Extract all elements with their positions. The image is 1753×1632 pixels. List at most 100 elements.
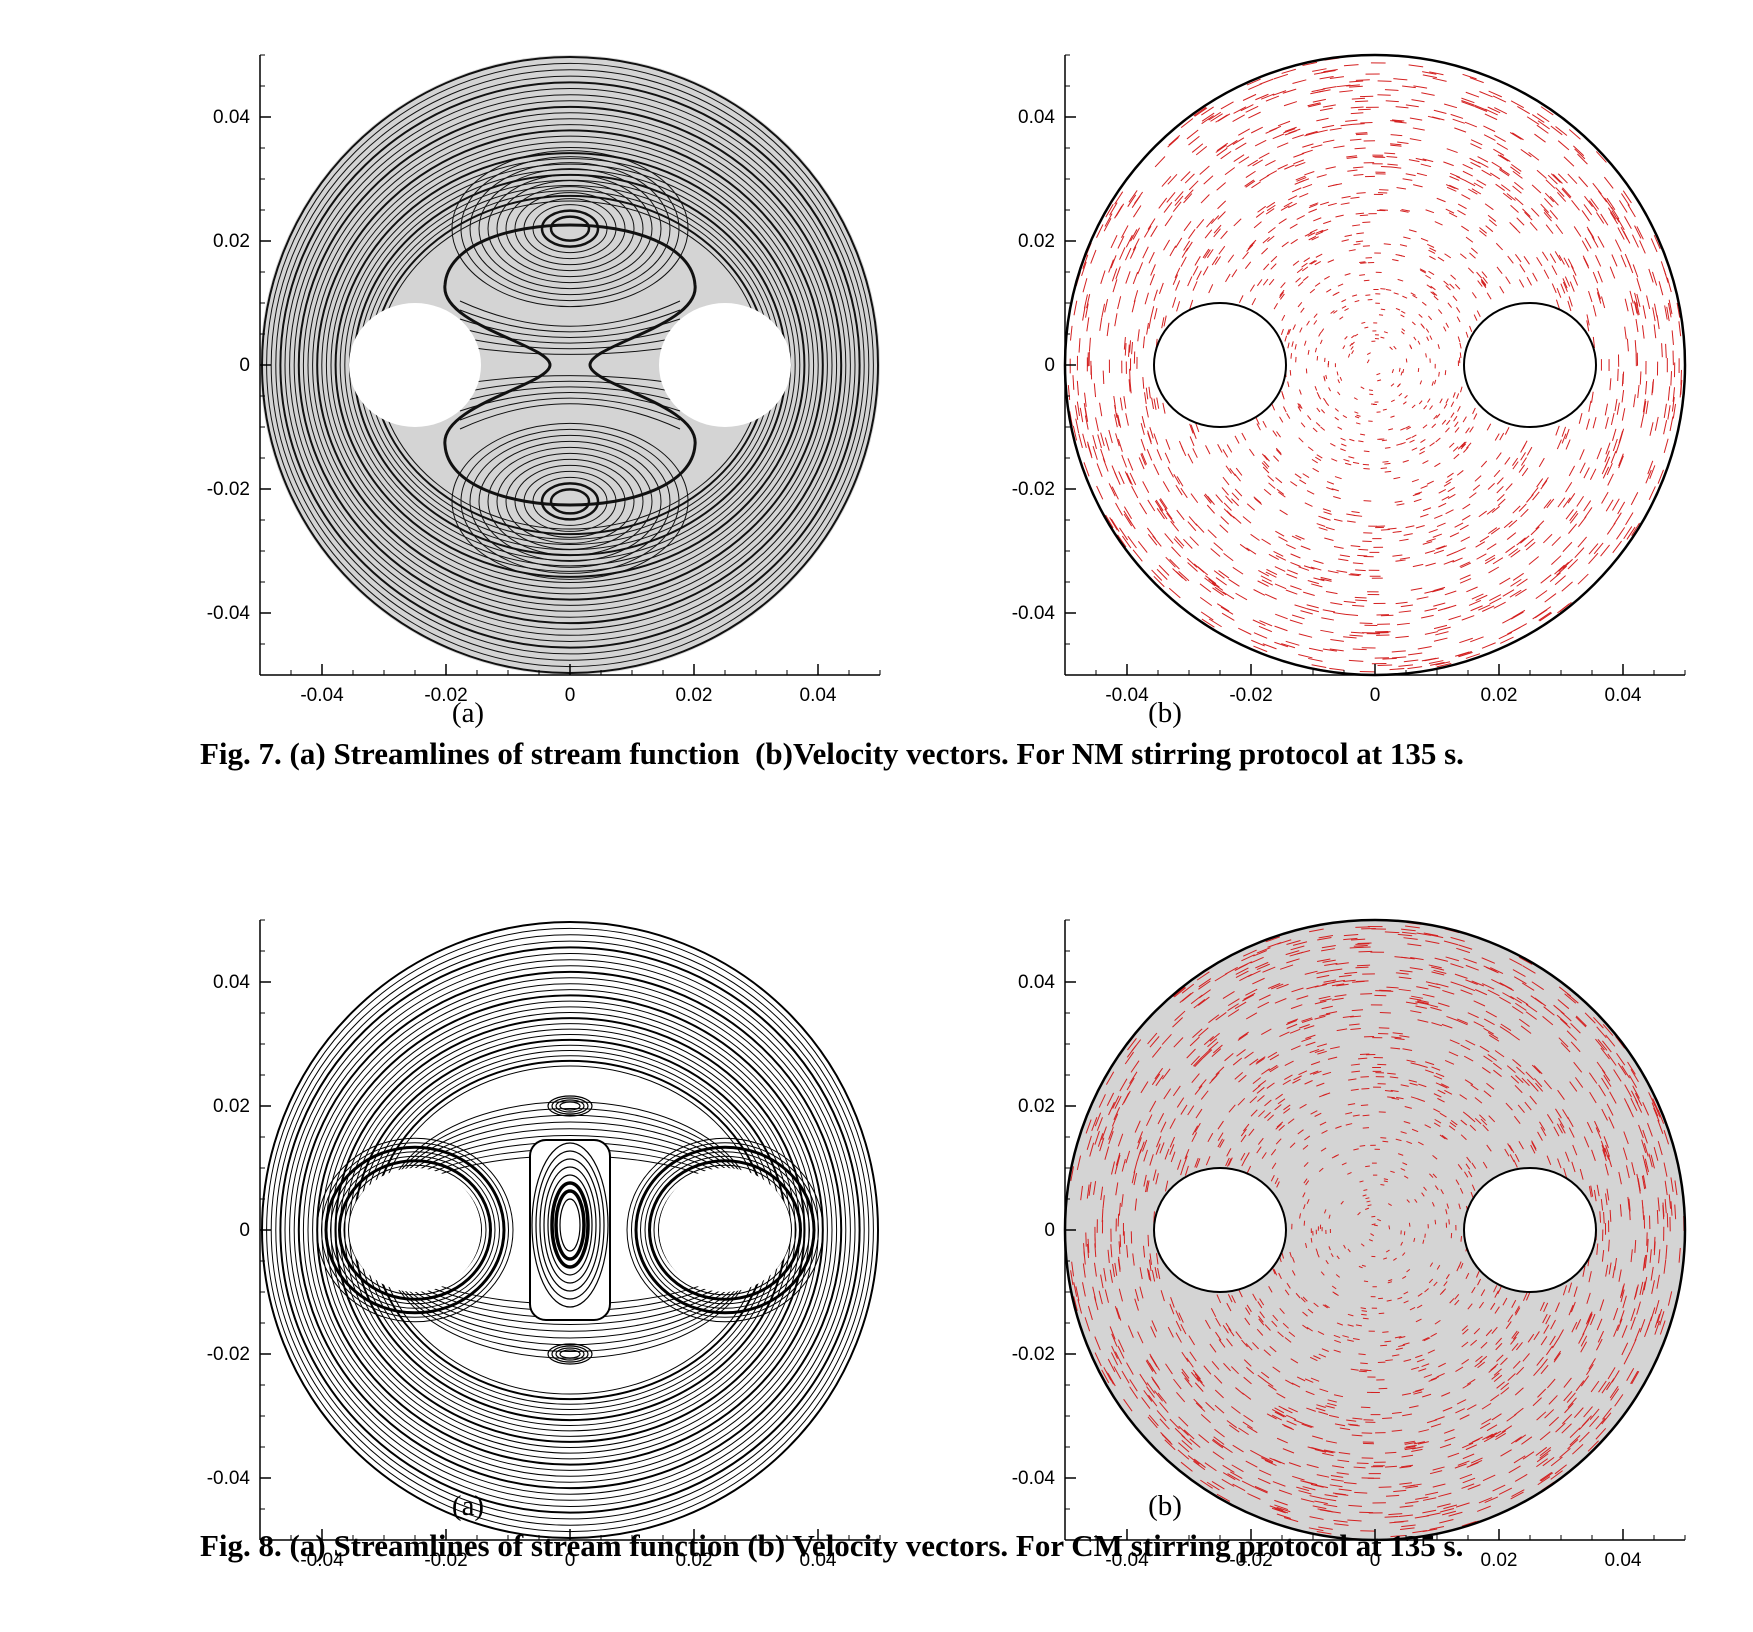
velocity-vector <box>1400 1527 1415 1530</box>
velocity-vector <box>1562 281 1568 293</box>
velocity-vector <box>1412 563 1424 568</box>
velocity-vector <box>1480 1289 1486 1297</box>
velocity-vector <box>1628 1074 1638 1088</box>
velocity-vector <box>1313 577 1325 582</box>
velocity-vector <box>1140 438 1146 451</box>
velocity-vector <box>1542 1313 1548 1324</box>
velocity-vector <box>1299 192 1309 198</box>
velocity-vector <box>1459 1473 1473 1480</box>
velocity-vector <box>1158 197 1168 209</box>
velocity-vector <box>1266 1413 1277 1420</box>
velocity-vector <box>1560 283 1566 294</box>
velocity-vector <box>1161 1033 1172 1045</box>
velocity-vector <box>1367 1204 1372 1207</box>
velocity-vector <box>1238 156 1250 164</box>
velocity-vector <box>1390 144 1402 147</box>
velocity-vector <box>1557 497 1566 508</box>
x-tick-label: 0 <box>565 1550 576 1571</box>
velocity-vector <box>1195 1158 1201 1168</box>
velocity-vector <box>1268 278 1275 286</box>
velocity-vector <box>1119 397 1123 411</box>
velocity-vector <box>1252 1293 1257 1301</box>
velocity-vector <box>1102 1195 1105 1209</box>
small-vortex-streamline <box>551 1097 589 1115</box>
velocity-vector <box>1069 411 1073 427</box>
velocity-vector <box>1597 270 1603 283</box>
velocity-vector <box>1449 1298 1455 1304</box>
velocity-vector <box>1457 1018 1469 1024</box>
velocity-vector <box>1173 1037 1184 1048</box>
velocity-vector <box>1631 234 1639 248</box>
velocity-vector <box>1496 1381 1505 1389</box>
velocity-vector <box>1274 1177 1279 1185</box>
velocity-vector <box>1487 214 1497 222</box>
velocity-vector <box>1424 550 1435 554</box>
velocity-vector <box>1562 1413 1573 1425</box>
velocity-vector <box>1106 322 1110 337</box>
velocity-vector <box>1621 389 1625 403</box>
velocity-vector <box>1500 184 1511 192</box>
velocity-vector <box>1240 104 1254 112</box>
velocity-vector <box>1490 527 1501 535</box>
velocity-vector <box>1377 1218 1382 1222</box>
velocity-vector <box>1207 529 1217 539</box>
velocity-vector <box>1304 1080 1313 1085</box>
velocity-vector <box>1530 207 1540 217</box>
velocity-vector <box>1318 1167 1324 1173</box>
velocity-vector <box>1211 582 1224 591</box>
streamline <box>334 1017 806 1443</box>
velocity-vector <box>1358 440 1364 443</box>
velocity-vector <box>1267 235 1275 243</box>
velocity-vector <box>1074 405 1079 420</box>
velocity-vector <box>1222 591 1235 600</box>
velocity-vector <box>1605 442 1611 455</box>
velocity-vector <box>1645 400 1649 415</box>
x-tick-label: 0.04 <box>800 685 837 706</box>
velocity-vector <box>1320 426 1326 431</box>
stirrer-streamline <box>321 1142 509 1318</box>
velocity-vector <box>1533 1065 1543 1075</box>
velocity-vector <box>1255 210 1265 218</box>
velocity-vector <box>1310 1237 1313 1243</box>
velocity-vector <box>1491 978 1504 986</box>
velocity-vector <box>1310 1377 1320 1382</box>
velocity-vector <box>1324 962 1338 967</box>
velocity-vector <box>1124 1051 1134 1065</box>
velocity-vector <box>1384 446 1391 449</box>
velocity-vector <box>1518 279 1525 288</box>
velocity-vector <box>1279 289 1285 296</box>
velocity-vector <box>1474 1360 1483 1368</box>
velocity-vector <box>1283 1104 1291 1111</box>
velocity-vector <box>1528 152 1540 161</box>
velocity-vector <box>1458 651 1473 658</box>
velocity-vector <box>1507 1314 1514 1323</box>
velocity-vector <box>1242 994 1254 1002</box>
velocity-vector <box>1522 965 1536 974</box>
velocity-vector <box>1521 467 1529 477</box>
velocity-vector <box>1435 437 1441 443</box>
velocity-vector <box>1190 493 1199 504</box>
velocity-vector <box>1077 1299 1083 1314</box>
velocity-vector <box>1443 481 1451 487</box>
velocity-vector <box>1348 574 1360 577</box>
velocity-vector <box>1355 212 1365 215</box>
velocity-vector <box>1274 1507 1289 1514</box>
velocity-vector <box>1300 422 1306 428</box>
velocity-vector <box>1604 416 1609 429</box>
velocity-vector <box>1268 553 1279 560</box>
velocity-vector <box>1468 492 1477 499</box>
fig8-caption: Fig. 8. (a) Streamlines of stream functi… <box>200 1528 1464 1563</box>
velocity-vector <box>1298 437 1304 443</box>
velocity-vector <box>1174 1010 1186 1021</box>
velocity-vector <box>1314 386 1318 391</box>
velocity-vector <box>1413 336 1417 341</box>
velocity-vector <box>1535 1082 1544 1092</box>
velocity-vector <box>1082 306 1086 321</box>
velocity-vector <box>1233 218 1242 227</box>
velocity-vector <box>1478 510 1487 518</box>
velocity-vector <box>1448 442 1455 448</box>
velocity-vector <box>1117 296 1122 310</box>
velocity-vector <box>1327 1399 1337 1403</box>
velocity-vector <box>1543 1324 1550 1334</box>
vortex-streamline <box>505 186 635 272</box>
